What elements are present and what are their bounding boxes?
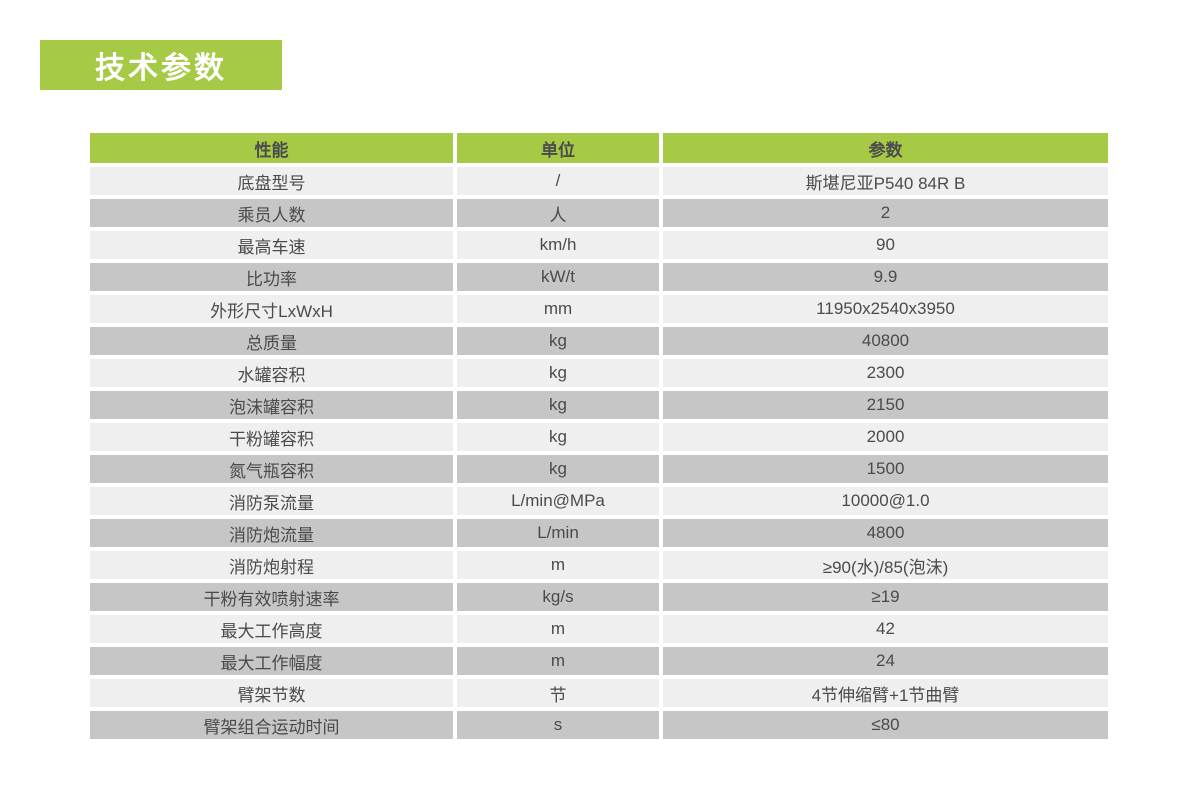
value-cell: 2300 [663, 359, 1108, 387]
unit-cell: L/min@MPa [457, 487, 659, 515]
value-cell: 42 [663, 615, 1108, 643]
value-cell: 90 [663, 231, 1108, 259]
table-row: 外形尺寸LxWxH mm 11950x2540x3950 [90, 295, 1108, 323]
column-header-parameter: 参数 [663, 133, 1108, 163]
table-row: 臂架组合运动时间 s ≤80 [90, 711, 1108, 739]
unit-cell: kg [457, 359, 659, 387]
performance-cell: 臂架组合运动时间 [90, 711, 453, 739]
unit-cell: m [457, 647, 659, 675]
performance-cell: 臂架节数 [90, 679, 453, 707]
value-cell: 24 [663, 647, 1108, 675]
value-cell: ≤80 [663, 711, 1108, 739]
value-cell: ≥19 [663, 583, 1108, 611]
unit-cell: 节 [457, 679, 659, 707]
value-cell: 10000@1.0 [663, 487, 1108, 515]
value-cell: 1500 [663, 455, 1108, 483]
unit-cell: m [457, 615, 659, 643]
performance-cell: 干粉罐容积 [90, 423, 453, 451]
unit-cell: kW/t [457, 263, 659, 291]
unit-cell: s [457, 711, 659, 739]
column-header-performance: 性能 [90, 133, 453, 163]
unit-cell: kg [457, 423, 659, 451]
value-cell: 2000 [663, 423, 1108, 451]
table-row: 比功率 kW/t 9.9 [90, 263, 1108, 291]
column-header-unit: 单位 [457, 133, 659, 163]
spec-table-body: 底盘型号 / 斯堪尼亚P540 84R B 乘员人数 人 2 最高车速 km/h… [90, 167, 1108, 739]
spec-table: 性能 单位 参数 底盘型号 / 斯堪尼亚P540 84R B 乘员人数 人 2 … [86, 129, 1112, 743]
table-row: 乘员人数 人 2 [90, 199, 1108, 227]
unit-cell: 人 [457, 199, 659, 227]
unit-cell: kg [457, 327, 659, 355]
performance-cell: 总质量 [90, 327, 453, 355]
performance-cell: 干粉有效喷射速率 [90, 583, 453, 611]
performance-cell: 水罐容积 [90, 359, 453, 387]
page-title-text: 技术参数 [95, 52, 227, 85]
value-cell: 11950x2540x3950 [663, 295, 1108, 323]
table-row: 水罐容积 kg 2300 [90, 359, 1108, 387]
table-row: 干粉罐容积 kg 2000 [90, 423, 1108, 451]
performance-cell: 氮气瓶容积 [90, 455, 453, 483]
performance-cell: 比功率 [90, 263, 453, 291]
table-row: 总质量 kg 40800 [90, 327, 1108, 355]
table-row: 干粉有效喷射速率 kg/s ≥19 [90, 583, 1108, 611]
value-cell: 2150 [663, 391, 1108, 419]
table-row: 氮气瓶容积 kg 1500 [90, 455, 1108, 483]
value-cell: 4800 [663, 519, 1108, 547]
unit-cell: mm [457, 295, 659, 323]
table-row: 消防炮流量 L/min 4800 [90, 519, 1108, 547]
value-cell: 4节伸缩臂+1节曲臂 [663, 679, 1108, 707]
performance-cell: 最高车速 [90, 231, 453, 259]
performance-cell: 最大工作高度 [90, 615, 453, 643]
table-row: 泡沫罐容积 kg 2150 [90, 391, 1108, 419]
performance-cell: 消防炮射程 [90, 551, 453, 579]
table-row: 消防炮射程 m ≥90(水)/85(泡沫) [90, 551, 1108, 579]
unit-cell: kg [457, 391, 659, 419]
table-header-row: 性能 单位 参数 [90, 133, 1108, 163]
value-cell: 2 [663, 199, 1108, 227]
performance-cell: 底盘型号 [90, 167, 453, 195]
unit-cell: L/min [457, 519, 659, 547]
unit-cell: / [457, 167, 659, 195]
table-row: 最高车速 km/h 90 [90, 231, 1108, 259]
unit-cell: kg/s [457, 583, 659, 611]
table-row: 最大工作高度 m 42 [90, 615, 1108, 643]
unit-cell: km/h [457, 231, 659, 259]
value-cell: 40800 [663, 327, 1108, 355]
table-row: 消防泵流量 L/min@MPa 10000@1.0 [90, 487, 1108, 515]
value-cell: 斯堪尼亚P540 84R B [663, 167, 1108, 195]
unit-cell: m [457, 551, 659, 579]
table-row: 最大工作幅度 m 24 [90, 647, 1108, 675]
page-title-badge: 技术参数 [40, 40, 282, 90]
value-cell: 9.9 [663, 263, 1108, 291]
performance-cell: 最大工作幅度 [90, 647, 453, 675]
performance-cell: 泡沫罐容积 [90, 391, 453, 419]
performance-cell: 消防泵流量 [90, 487, 453, 515]
performance-cell: 消防炮流量 [90, 519, 453, 547]
table-row: 臂架节数 节 4节伸缩臂+1节曲臂 [90, 679, 1108, 707]
performance-cell: 外形尺寸LxWxH [90, 295, 453, 323]
performance-cell: 乘员人数 [90, 199, 453, 227]
value-cell: ≥90(水)/85(泡沫) [663, 551, 1108, 579]
unit-cell: kg [457, 455, 659, 483]
table-row: 底盘型号 / 斯堪尼亚P540 84R B [90, 167, 1108, 195]
